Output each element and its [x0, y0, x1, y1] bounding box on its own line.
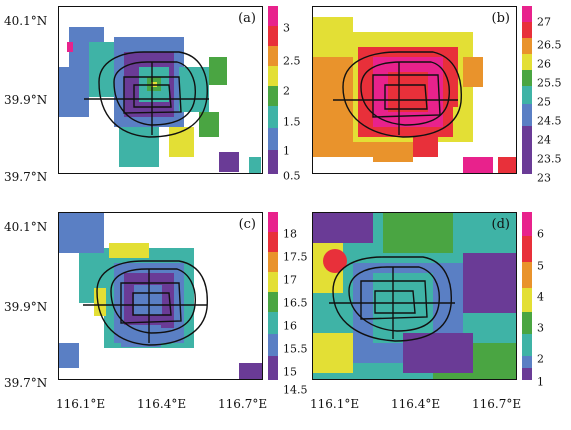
panel-a-map: (a) [58, 6, 263, 174]
colorbar-b-tick: 25.5 [537, 76, 562, 90]
y-tick-label-39-7: 39.7°N [4, 376, 48, 390]
colorbar-c-tick: 16 [283, 319, 297, 333]
colorbar-d-tick: 4 [537, 290, 544, 304]
colorbar-d-tick: 1 [537, 375, 544, 389]
colorbar-a-tick: 3 [283, 21, 290, 35]
panel-b-map: (b) [312, 6, 517, 174]
colorbar-c-tick: 17 [283, 273, 297, 287]
y-tick-label-40-1: 40.1°N [4, 14, 48, 28]
panel-a-label: (a) [238, 11, 256, 26]
x-tick-label-116-4: 116.4°E [391, 397, 441, 411]
colorbar-b-tick: 24.5 [537, 114, 562, 128]
panel-c-field [59, 213, 262, 379]
colorbar-a-tick: 1 [283, 144, 290, 158]
y-tick-label-39-7: 39.7°N [4, 170, 48, 184]
colorbar-b-tick: 26.5 [537, 38, 562, 52]
colorbar-a-tick: 0.5 [283, 169, 301, 183]
panel-c-label: (c) [238, 217, 256, 232]
panel-d-label: (d) [491, 217, 510, 232]
y-tick-label-39-9: 39.9°N [4, 300, 48, 314]
colorbar-c-tick: 15 [283, 365, 297, 379]
x-tick-label-116-7: 116.7°E [218, 397, 268, 411]
colorbar-a-ticks: 3 2.5 2 1.5 1 0.5 [283, 6, 323, 183]
colorbar-c-ticks: 18 17.5 17 16.5 16 15.5 15 14.5 [283, 212, 323, 397]
colorbar-a-tick: 2.5 [283, 54, 301, 68]
colorbar-d-tick: 6 [537, 227, 544, 241]
colorbar-a-tick: 1.5 [283, 115, 301, 129]
panel-c-map: (c) [58, 212, 263, 380]
colorbar-d [522, 212, 532, 380]
y-tick-label-40-1: 40.1°N [4, 220, 48, 234]
x-tick-label-116-1: 116.1°E [56, 397, 106, 411]
panel-b-label: (b) [491, 11, 510, 26]
colorbar-c-tick: 16.5 [283, 296, 308, 310]
colorbar-b [522, 6, 532, 174]
x-tick-label-116-4: 116.4°E [137, 397, 187, 411]
colorbar-c-tick: 18 [283, 227, 297, 241]
colorbar-b-tick: 27 [537, 15, 551, 29]
panel-d-field [313, 213, 516, 379]
colorbar-d-tick: 3 [537, 321, 544, 335]
x-tick-label-116-7: 116.7°E [472, 397, 522, 411]
colorbar-d-tick: 5 [537, 259, 544, 273]
x-tick-label-116-1: 116.1°E [310, 397, 360, 411]
colorbar-b-tick: 23.5 [537, 152, 562, 166]
colorbar-a [268, 6, 278, 174]
panel-a-field [59, 27, 261, 173]
panel-b-field [313, 17, 516, 173]
colorbar-d-tick: 2 [537, 352, 544, 366]
y-tick-label-39-9: 39.9°N [4, 93, 48, 107]
colorbar-d-ticks: 6 5 4 3 2 1 [537, 212, 571, 389]
colorbar-b-ticks: 27 26.5 26 25.5 25 24.5 24 23.5 23 [537, 6, 571, 185]
colorbar-b-tick: 25 [537, 95, 551, 109]
colorbar-c-tick: 15.5 [283, 342, 308, 356]
colorbar-a-tick: 2 [283, 84, 290, 98]
colorbar-b-tick: 23 [537, 171, 551, 185]
colorbar-c-tick: 14.5 [283, 383, 308, 397]
colorbar-c-tick: 17.5 [283, 250, 308, 264]
colorbar-c [268, 212, 278, 380]
panel-d-map: (d) [312, 212, 517, 380]
colorbar-b-tick: 26 [537, 57, 551, 71]
colorbar-b-tick: 24 [537, 133, 551, 147]
